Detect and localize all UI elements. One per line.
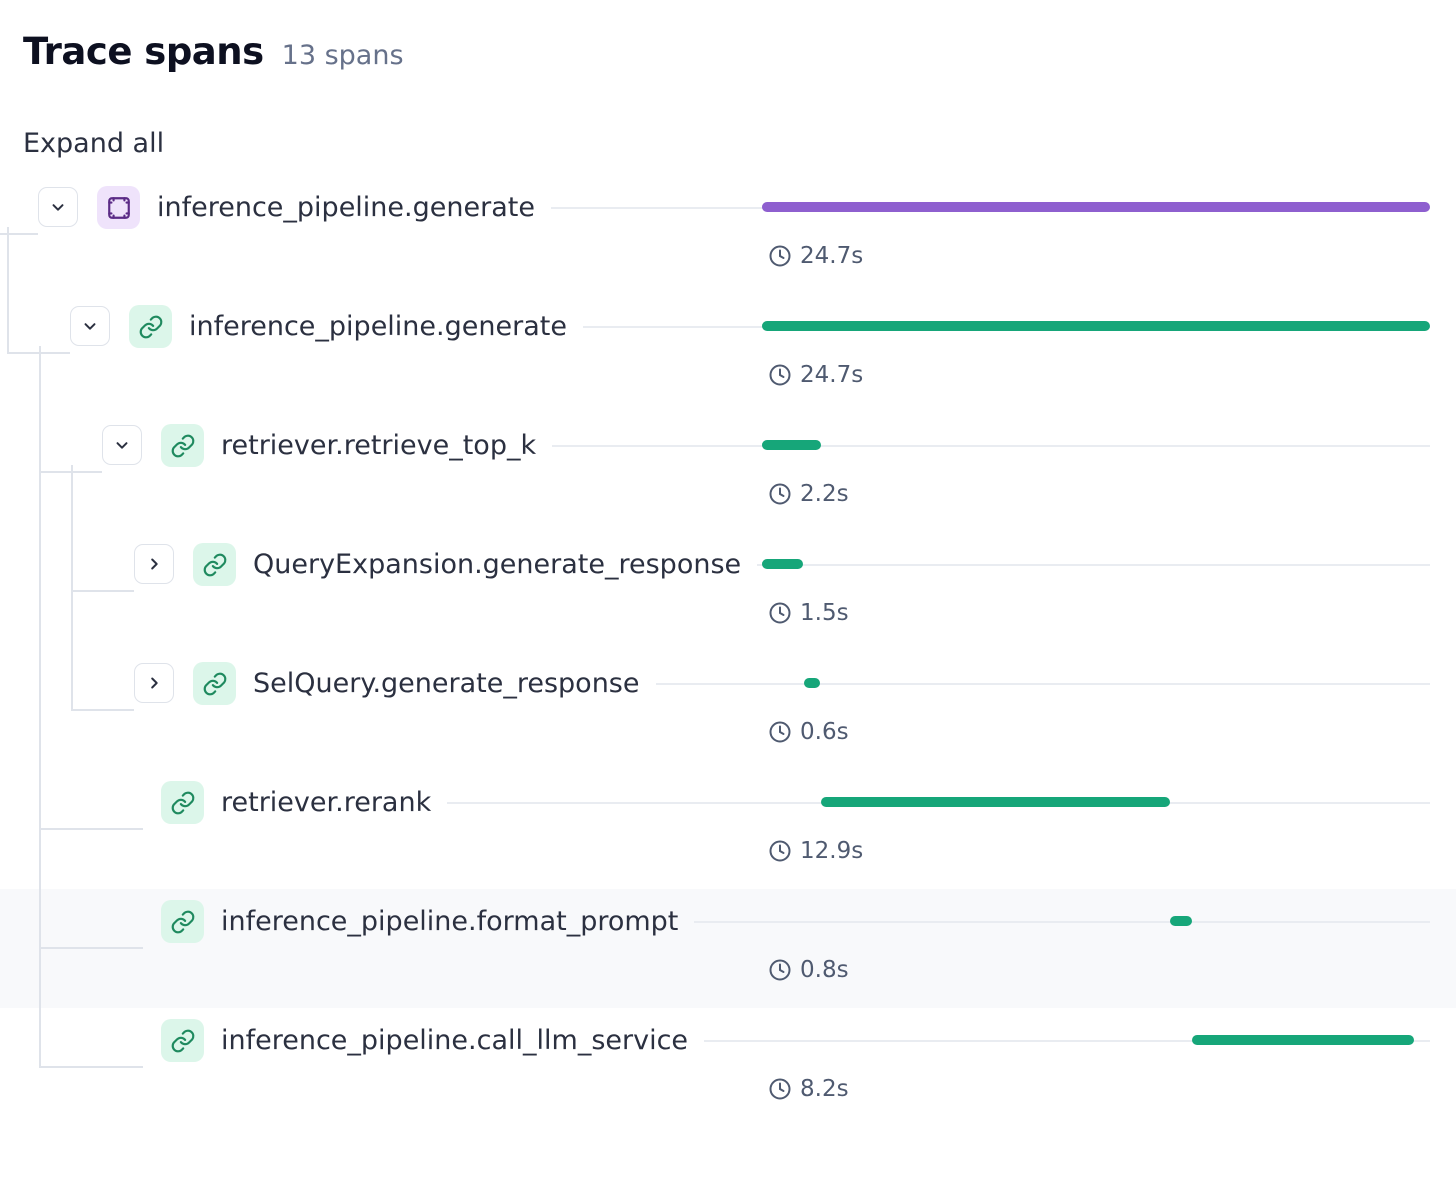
- row-guide-line: [221, 445, 1430, 447]
- clock-icon: [768, 363, 792, 387]
- span-count: 13 spans: [281, 40, 404, 71]
- span-row[interactable]: retriever.rerank 12.9s: [0, 770, 1456, 889]
- tree-branch-line: [7, 352, 70, 354]
- span-duration-bar: [803, 678, 821, 688]
- span-duration: 12.9s: [768, 834, 863, 868]
- chevron-down-icon: [113, 436, 131, 454]
- span-duration-bar: [821, 797, 1171, 807]
- chevron-right-icon: [145, 674, 163, 692]
- row-guide-line: [221, 1040, 1430, 1042]
- span-duration-label: 12.9s: [800, 838, 864, 864]
- link-icon: [161, 424, 204, 467]
- span-duration-label: 0.8s: [800, 957, 849, 983]
- link-icon: [193, 662, 236, 705]
- span-duration-label: 2.2s: [800, 481, 849, 507]
- span-name[interactable]: retriever.rerank: [221, 781, 448, 824]
- span-name[interactable]: inference_pipeline.format_prompt: [221, 900, 695, 943]
- span-row[interactable]: inference_pipeline.format_prompt 0.8s: [0, 889, 1456, 1008]
- row-guide-line: [253, 683, 1430, 685]
- span-row[interactable]: QueryExpansion.generate_response 1.5s: [0, 532, 1456, 651]
- span-duration: 0.8s: [768, 953, 849, 987]
- tree-branch-line: [39, 947, 143, 949]
- row-guide-line: [253, 564, 1430, 566]
- link-icon: [161, 1019, 204, 1062]
- span-duration-label: 8.2s: [800, 1076, 849, 1102]
- tree-connector-line: [7, 227, 9, 353]
- expand-toggle-button[interactable]: [134, 663, 174, 703]
- tree-branch-line: [0, 233, 38, 235]
- span-name[interactable]: retriever.retrieve_top_k: [221, 424, 553, 467]
- span-row[interactable]: inference_pipeline.generate 24.7s: [0, 294, 1456, 413]
- row-guide-line: [221, 921, 1430, 923]
- span-name[interactable]: SelQuery.generate_response: [253, 662, 656, 705]
- link-icon: [161, 781, 204, 824]
- span-duration-bar: [762, 559, 803, 569]
- span-duration: 0.6s: [768, 715, 849, 749]
- clock-icon: [768, 601, 792, 625]
- collapse-toggle-button[interactable]: [70, 306, 110, 346]
- span-row[interactable]: inference_pipeline.generate 24.7s: [0, 175, 1456, 294]
- span-row[interactable]: retriever.retrieve_top_k 2.2s: [0, 413, 1456, 532]
- span-duration-bar: [762, 321, 1430, 331]
- span-duration: 1.5s: [768, 596, 849, 630]
- tree-branch-line: [39, 471, 102, 473]
- page-title: Trace spans: [23, 30, 264, 73]
- clock-icon: [768, 958, 792, 982]
- span-name[interactable]: inference_pipeline.call_llm_service: [221, 1019, 705, 1062]
- span-duration: 2.2s: [768, 477, 849, 511]
- clock-icon: [768, 244, 792, 268]
- chevron-down-icon: [49, 198, 67, 216]
- collapse-toggle-button[interactable]: [102, 425, 142, 465]
- expand-toggle-button[interactable]: [134, 544, 174, 584]
- span-name[interactable]: inference_pipeline.generate: [157, 186, 551, 229]
- link-icon: [193, 543, 236, 586]
- span-duration-bar: [762, 202, 1430, 212]
- span-duration-bar: [762, 440, 822, 450]
- span-duration: 8.2s: [768, 1072, 849, 1106]
- chevron-down-icon: [81, 317, 99, 335]
- span-duration-label: 0.6s: [800, 719, 849, 745]
- span-duration-label: 24.7s: [800, 362, 864, 388]
- span-row[interactable]: inference_pipeline.call_llm_service 8.2s: [0, 1008, 1456, 1127]
- span-name[interactable]: QueryExpansion.generate_response: [253, 543, 758, 586]
- link-icon: [161, 900, 204, 943]
- clock-icon: [768, 720, 792, 744]
- panel-header: Trace spans 13 spans: [23, 30, 404, 86]
- collapse-toggle-button[interactable]: [38, 187, 78, 227]
- span-duration: 24.7s: [768, 358, 863, 392]
- span-duration-bar: [1170, 916, 1192, 926]
- span-duration: 24.7s: [768, 239, 863, 273]
- chevron-right-icon: [145, 555, 163, 573]
- clock-icon: [768, 1077, 792, 1101]
- span-duration-label: 1.5s: [800, 600, 849, 626]
- tree-branch-line: [71, 590, 134, 592]
- span-name[interactable]: inference_pipeline.generate: [189, 305, 583, 348]
- clock-icon: [768, 482, 792, 506]
- tree-connector-line: [39, 346, 41, 1067]
- link-icon: [129, 305, 172, 348]
- pipeline-icon: [97, 186, 140, 229]
- span-duration-bar: [1192, 1035, 1414, 1045]
- span-row[interactable]: SelQuery.generate_response 0.6s: [0, 651, 1456, 770]
- clock-icon: [768, 839, 792, 863]
- expand-all-button[interactable]: Expand all: [23, 128, 165, 159]
- tree-branch-line: [39, 1066, 143, 1068]
- tree-connector-line: [71, 465, 73, 710]
- tree-branch-line: [39, 828, 143, 830]
- tree-branch-line: [71, 709, 134, 711]
- span-duration-label: 24.7s: [800, 243, 864, 269]
